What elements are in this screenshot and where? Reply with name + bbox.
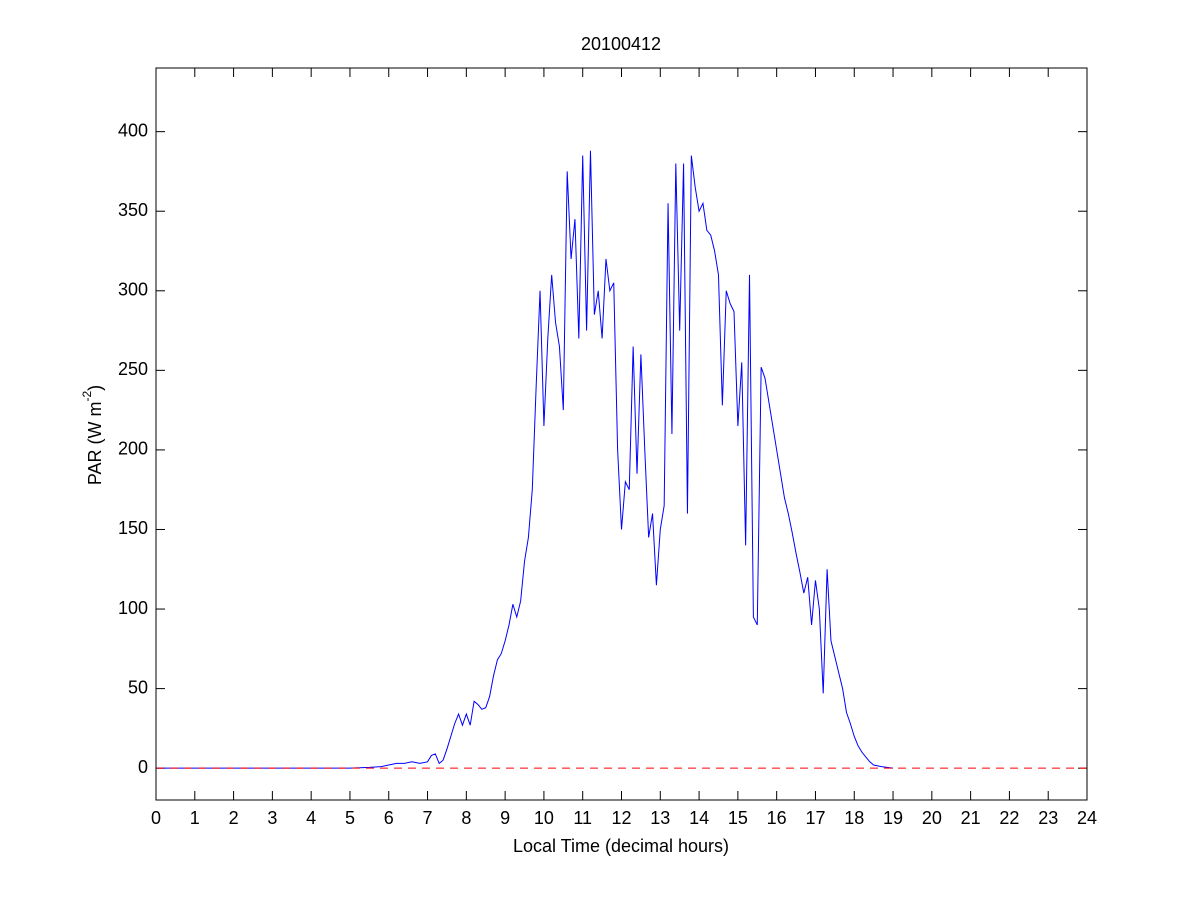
x-tick-label: 7 xyxy=(423,808,433,828)
x-tick-label: 10 xyxy=(534,808,554,828)
x-tick-label: 16 xyxy=(767,808,787,828)
x-tick-label: 6 xyxy=(384,808,394,828)
x-tick-label: 1 xyxy=(190,808,200,828)
y-tick-label: 50 xyxy=(128,677,148,697)
x-tick-label: 13 xyxy=(650,808,670,828)
x-tick-label: 0 xyxy=(151,808,161,828)
y-tick-label: 350 xyxy=(118,200,148,220)
y-label-text: PAR (W m xyxy=(85,402,105,486)
x-tick-label: 9 xyxy=(500,808,510,828)
x-tick-label: 17 xyxy=(805,808,825,828)
x-tick-label: 21 xyxy=(961,808,981,828)
y-label-suffix: ) xyxy=(85,385,105,391)
x-tick-label: 14 xyxy=(689,808,709,828)
x-tick-label: 11 xyxy=(573,808,592,828)
x-tick-label: 22 xyxy=(999,808,1019,828)
y-tick-label: 400 xyxy=(118,120,148,140)
x-tick-label: 8 xyxy=(461,808,471,828)
axes-box xyxy=(155,67,1088,801)
y-tick-label: 150 xyxy=(118,518,148,538)
y-tick-label: 200 xyxy=(118,439,148,459)
x-tick-label: 12 xyxy=(611,808,631,828)
x-tick-label: 4 xyxy=(306,808,316,828)
x-tick-label: 24 xyxy=(1077,808,1097,828)
plot-area xyxy=(156,68,1087,800)
x-tick-label: 2 xyxy=(229,808,239,828)
y-axis-label: PAR (W m-2) xyxy=(80,385,105,485)
x-tick-label: 18 xyxy=(844,808,864,828)
y-tick-label: 250 xyxy=(118,359,148,379)
x-tick-label: 5 xyxy=(345,808,355,828)
y-label-superscript: -2 xyxy=(80,391,94,402)
x-tick-label: 3 xyxy=(267,808,277,828)
x-tick-label: 20 xyxy=(922,808,942,828)
y-tick-label: 0 xyxy=(138,757,148,777)
x-tick-label: 23 xyxy=(1038,808,1058,828)
y-tick-label: 300 xyxy=(118,280,148,300)
x-tick-label: 15 xyxy=(728,808,748,828)
y-tick-label: 100 xyxy=(118,598,148,618)
x-axis-label: Local Time (decimal hours) xyxy=(513,836,729,856)
data-line xyxy=(156,150,894,769)
x-tick-label: 19 xyxy=(883,808,903,828)
chart-title: 20100412 xyxy=(581,34,661,54)
